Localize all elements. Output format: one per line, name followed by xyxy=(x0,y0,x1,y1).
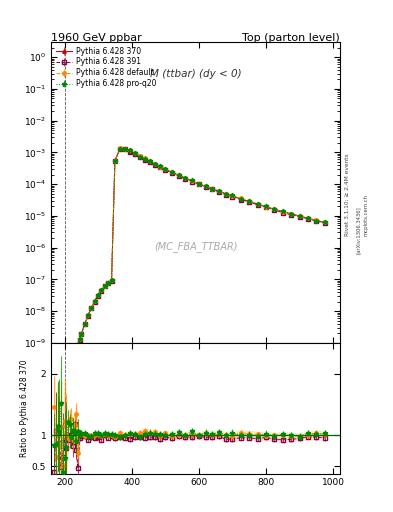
Text: [arXiv:1306.3436]: [arXiv:1306.3436] xyxy=(356,206,361,254)
Text: mcplots.cern.ch: mcplots.cern.ch xyxy=(364,194,369,236)
Text: Top (parton level): Top (parton level) xyxy=(242,33,340,44)
Legend: Pythia 6.428 370, Pythia 6.428 391, Pythia 6.428 default, Pythia 6.428 pro-q20: Pythia 6.428 370, Pythia 6.428 391, Pyth… xyxy=(53,44,158,91)
Y-axis label: Ratio to Pythia 6.428 370: Ratio to Pythia 6.428 370 xyxy=(20,359,29,457)
Text: Rivet 3.1.10; ≥ 2.4M events: Rivet 3.1.10; ≥ 2.4M events xyxy=(345,153,350,236)
Text: (MC_FBA_TTBAR): (MC_FBA_TTBAR) xyxy=(154,241,237,252)
Text: 1960 GeV ppbar: 1960 GeV ppbar xyxy=(51,33,142,44)
Text: M (ttbar) (dy < 0): M (ttbar) (dy < 0) xyxy=(150,69,241,79)
